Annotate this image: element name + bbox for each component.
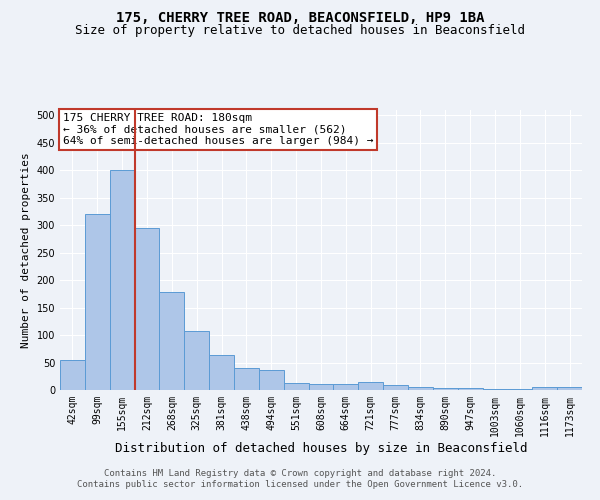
Bar xyxy=(358,382,383,390)
Bar xyxy=(85,214,110,390)
Bar xyxy=(60,360,85,390)
Bar xyxy=(433,388,458,390)
Text: Size of property relative to detached houses in Beaconsfield: Size of property relative to detached ho… xyxy=(75,24,525,37)
Text: Contains HM Land Registry data © Crown copyright and database right 2024.: Contains HM Land Registry data © Crown c… xyxy=(104,468,496,477)
Bar xyxy=(557,386,582,390)
Bar xyxy=(532,388,557,390)
Text: Contains public sector information licensed under the Open Government Licence v3: Contains public sector information licen… xyxy=(77,480,523,489)
Bar xyxy=(209,355,234,390)
Bar xyxy=(234,368,259,390)
Bar xyxy=(334,384,358,390)
Text: 175, CHERRY TREE ROAD, BEACONSFIELD, HP9 1BA: 175, CHERRY TREE ROAD, BEACONSFIELD, HP9… xyxy=(116,11,484,25)
Bar xyxy=(408,386,433,390)
Text: 175 CHERRY TREE ROAD: 180sqm
← 36% of detached houses are smaller (562)
64% of s: 175 CHERRY TREE ROAD: 180sqm ← 36% of de… xyxy=(63,113,373,146)
Bar xyxy=(160,292,184,390)
Bar xyxy=(458,388,482,390)
Bar xyxy=(184,332,209,390)
Bar xyxy=(308,384,334,390)
Bar xyxy=(110,170,134,390)
Bar xyxy=(259,370,284,390)
Bar xyxy=(482,389,508,390)
X-axis label: Distribution of detached houses by size in Beaconsfield: Distribution of detached houses by size … xyxy=(115,442,527,454)
Bar xyxy=(383,385,408,390)
Bar xyxy=(284,384,308,390)
Y-axis label: Number of detached properties: Number of detached properties xyxy=(21,152,31,348)
Bar xyxy=(134,228,160,390)
